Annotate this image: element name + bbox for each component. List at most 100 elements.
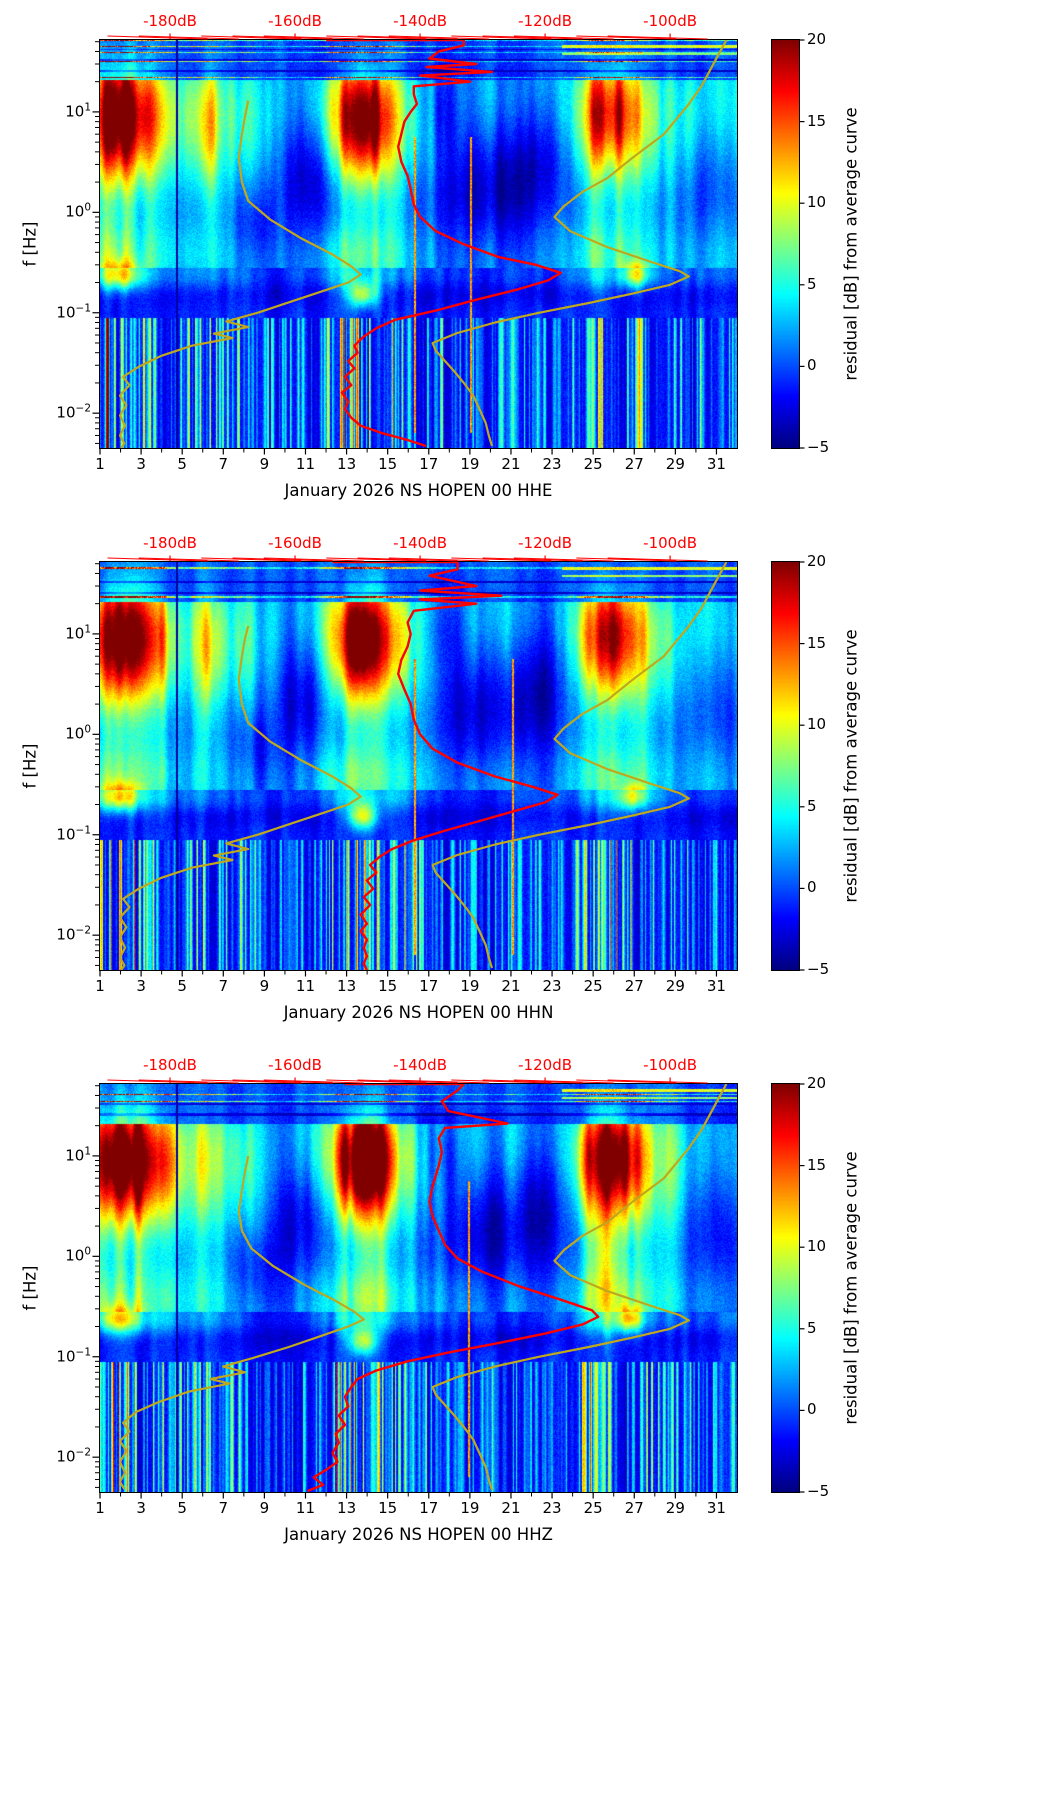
x-tick-label: 9 bbox=[259, 455, 270, 473]
top-db-minor-tick bbox=[451, 1079, 552, 1084]
x-tick-label: 31 bbox=[706, 977, 726, 995]
y-tick-exponent: 0 bbox=[84, 723, 91, 736]
y-tick-label: 10−1 bbox=[56, 302, 91, 321]
x-tick-label: 23 bbox=[542, 977, 562, 995]
y-tick-base: 10 bbox=[56, 1447, 76, 1466]
y-tick-label: 10−2 bbox=[56, 1447, 91, 1466]
top-db-minor-tick bbox=[138, 1079, 239, 1084]
x-tick-label: 19 bbox=[460, 1499, 480, 1517]
top-db-label: -100dB bbox=[643, 12, 698, 30]
x-tick-label: 5 bbox=[177, 455, 187, 473]
top-db-minor-tick bbox=[326, 35, 427, 40]
panel-title: January 2026 NS HOPEN 00 HHN bbox=[283, 1003, 554, 1022]
y-tick-base: 10 bbox=[56, 303, 76, 322]
y-tick-exponent: −2 bbox=[75, 402, 91, 415]
top-db-minor-tick bbox=[388, 557, 489, 562]
y-tick-base: 10 bbox=[65, 202, 85, 221]
top-db-label: -120dB bbox=[518, 12, 573, 30]
panel-title: January 2026 NS HOPEN 00 HHE bbox=[284, 481, 553, 500]
top-db-minor-tick bbox=[451, 557, 552, 562]
y-tick-exponent: −2 bbox=[75, 924, 91, 937]
top-db-minor-tick bbox=[357, 35, 458, 40]
top-db-minor-tick bbox=[201, 35, 302, 40]
top-db-minor-tick bbox=[388, 1079, 489, 1084]
colorbar-label: residual [dB] from average curve bbox=[841, 107, 861, 381]
colorbar-tick-label: 20 bbox=[807, 552, 827, 571]
top-db-minor-tick bbox=[576, 557, 677, 562]
x-tick-label: 17 bbox=[419, 1499, 439, 1517]
top-db-label: -160dB bbox=[268, 1056, 322, 1074]
y-tick-base: 10 bbox=[56, 1347, 76, 1366]
x-tick-label: 31 bbox=[706, 1499, 726, 1517]
y-tick-label: 10−2 bbox=[56, 925, 91, 944]
colorbar-tick-label: −5 bbox=[807, 960, 830, 979]
y-tick-base: 10 bbox=[65, 102, 85, 121]
x-tick-label: 7 bbox=[218, 455, 229, 473]
x-tick-label: 29 bbox=[665, 455, 685, 473]
top-db-minor-tick bbox=[232, 1079, 333, 1084]
top-db-minor-tick bbox=[138, 35, 239, 40]
top-db-label: -140dB bbox=[393, 1056, 447, 1074]
top-db-minor-tick bbox=[263, 557, 364, 562]
x-tick-label: 19 bbox=[460, 455, 480, 473]
x-tick-label: 9 bbox=[259, 1499, 270, 1517]
top-db-label: -140dB bbox=[393, 534, 447, 552]
x-tick-label: 11 bbox=[295, 1499, 316, 1517]
x-tick-label: 15 bbox=[378, 455, 398, 473]
colorbar-tick-label: 10 bbox=[807, 715, 827, 734]
colorbar bbox=[772, 562, 799, 970]
y-tick-label: 100 bbox=[65, 1246, 91, 1265]
y-tick-label: 100 bbox=[65, 202, 91, 221]
top-db-label: -160dB bbox=[268, 534, 322, 552]
colorbar-tick-label: 10 bbox=[807, 1237, 827, 1256]
y-tick-exponent: −1 bbox=[75, 302, 91, 315]
top-db-label: -180dB bbox=[143, 12, 197, 30]
top-db-minor-tick bbox=[201, 557, 302, 562]
x-tick-label: 3 bbox=[136, 977, 146, 995]
colorbar-tick-label: 0 bbox=[807, 878, 817, 897]
spectrogram-canvas bbox=[100, 562, 737, 970]
colorbar-tick-label: 5 bbox=[807, 1318, 817, 1337]
x-tick-label: 19 bbox=[460, 977, 480, 995]
x-tick-label: 1 bbox=[95, 1499, 105, 1517]
colorbar-tick-label: 0 bbox=[807, 356, 817, 375]
top-db-minor-tick bbox=[607, 35, 708, 40]
top-db-minor-tick bbox=[326, 1079, 427, 1084]
colorbar bbox=[772, 40, 799, 448]
y-tick-exponent: −1 bbox=[75, 824, 91, 837]
top-db-minor-tick bbox=[263, 35, 364, 40]
y-tick-exponent: 0 bbox=[84, 201, 91, 214]
x-tick-label: 21 bbox=[501, 977, 521, 995]
colorbar-label: residual [dB] from average curve bbox=[841, 1151, 861, 1425]
x-tick-label: 25 bbox=[583, 1499, 603, 1517]
top-db-label: -100dB bbox=[643, 534, 698, 552]
spectrogram-canvas bbox=[100, 1084, 737, 1492]
x-tick-label: 7 bbox=[218, 977, 229, 995]
y-axis-label: f [Hz] bbox=[20, 1265, 40, 1311]
colorbar-label: residual [dB] from average curve bbox=[841, 629, 861, 903]
top-db-minor-tick bbox=[107, 557, 208, 562]
x-tick-label: 25 bbox=[583, 455, 603, 473]
top-db-minor-tick bbox=[482, 557, 583, 562]
top-db-minor-tick bbox=[576, 35, 677, 40]
y-tick-label: 101 bbox=[65, 623, 91, 642]
spectrogram-panel-hhe: -180dB -160dB -140dB -120dB -100dB 1 3 5 7 9 11 13 1… bbox=[0, 0, 1052, 522]
x-tick-label: 5 bbox=[177, 1499, 187, 1517]
y-tick-label: 101 bbox=[65, 101, 91, 120]
x-tick-label: 1 bbox=[95, 977, 105, 995]
colorbar-tick-label: 15 bbox=[807, 1155, 827, 1174]
x-tick-label: 13 bbox=[337, 1499, 357, 1517]
y-tick-exponent: 1 bbox=[84, 101, 91, 114]
colorbar-tick-label: 10 bbox=[807, 193, 827, 212]
x-tick-label: 11 bbox=[295, 455, 316, 473]
x-tick-label: 29 bbox=[665, 977, 685, 995]
top-db-minor-tick bbox=[451, 35, 552, 40]
x-tick-label: 13 bbox=[337, 455, 357, 473]
x-tick-label: 5 bbox=[177, 977, 187, 995]
y-tick-label: 10−1 bbox=[56, 824, 91, 843]
y-axis-label: f [Hz] bbox=[20, 743, 40, 789]
y-tick-exponent: 1 bbox=[84, 1145, 91, 1158]
top-db-minor-tick bbox=[232, 557, 333, 562]
top-db-label: -120dB bbox=[518, 534, 573, 552]
y-tick-base: 10 bbox=[56, 403, 76, 422]
